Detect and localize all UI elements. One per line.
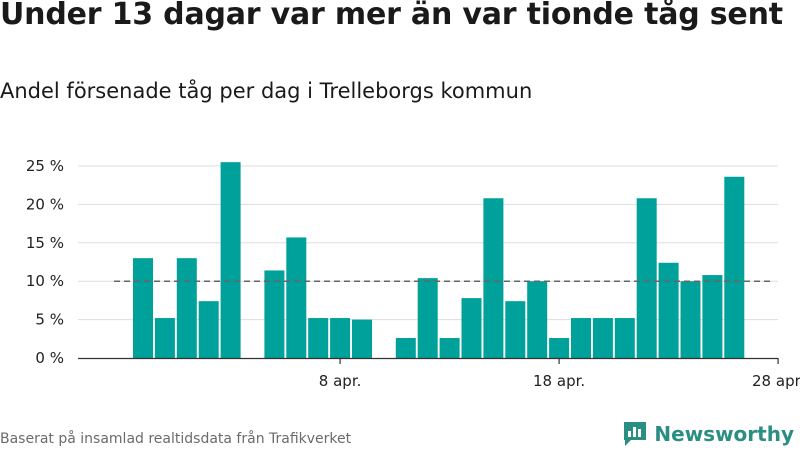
source-note: Baserat på insamlad realtidsdata från Tr… [0, 431, 352, 447]
y-tick-label: 10 % [26, 272, 64, 290]
y-tick-label: 0 % [35, 349, 64, 367]
bar [395, 338, 416, 358]
bar-chart: 0 % 5 % 10 % 15 % 20 % 25 % 8 apr. 18 apr. 28 ap… [26, 157, 800, 390]
bar [417, 278, 438, 358]
brand-name: Newsworthy [654, 422, 794, 446]
bar [571, 318, 591, 358]
brand: Newsworthy [622, 420, 794, 448]
chart-title: Under 13 dagar var mer än var tionde tåg… [0, 0, 783, 32]
bar [352, 319, 372, 358]
y-tick-label: 20 % [26, 195, 64, 213]
chart-subtitle: Andel försenade tåg per dag i Trelleborg… [0, 79, 533, 103]
bar [198, 301, 219, 358]
bar [614, 318, 635, 358]
y-tick-label: 5 % [35, 311, 64, 329]
bar [286, 237, 307, 358]
bar [724, 176, 745, 358]
bar [702, 275, 723, 358]
bar [220, 162, 241, 358]
bar [308, 318, 329, 358]
bar [505, 301, 526, 358]
bar [461, 298, 482, 358]
bar [133, 258, 153, 358]
bar [549, 338, 570, 358]
bar [483, 198, 504, 358]
bar [439, 338, 460, 358]
bar [264, 270, 285, 358]
bar [592, 318, 613, 358]
x-tick-label: 18 apr. [533, 372, 585, 390]
newsworthy-logo-icon [624, 422, 647, 446]
bar [527, 281, 548, 358]
y-tick-label: 25 % [26, 157, 64, 175]
bar [680, 281, 701, 358]
bar [636, 198, 657, 358]
x-tick-label: 8 apr. [319, 372, 362, 390]
y-tick-label: 15 % [26, 234, 64, 252]
bar [330, 318, 351, 358]
bar [154, 318, 175, 358]
bar [176, 258, 197, 358]
x-tick-label: 28 apr. [752, 372, 800, 390]
bar [658, 262, 679, 358]
